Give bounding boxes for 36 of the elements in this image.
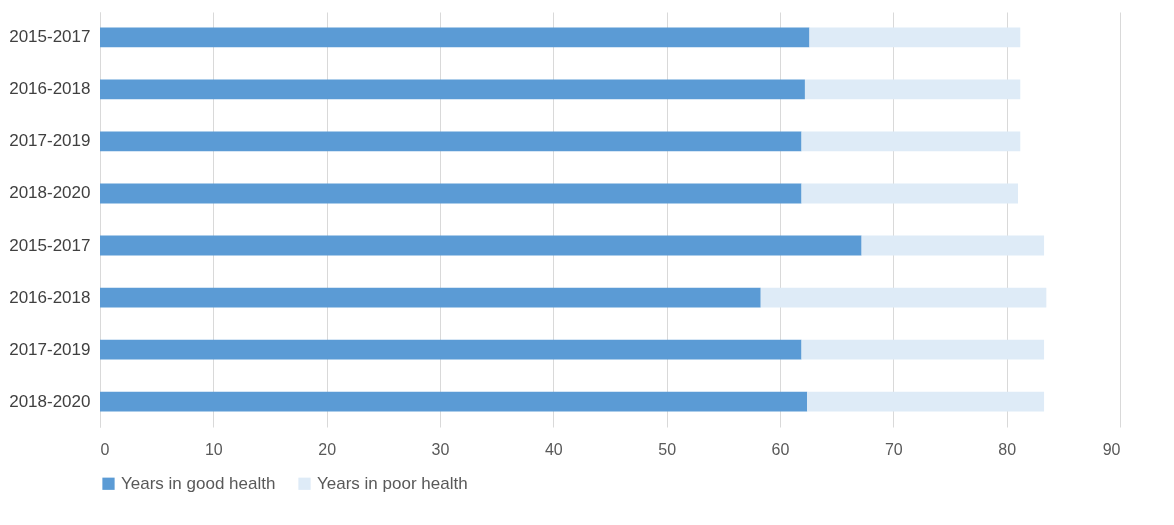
y-tick-label: 2017-2019 (9, 131, 91, 151)
y-tick-label: 2015-2017 (9, 235, 91, 255)
y-tick-label: 2017-2019 (9, 339, 91, 359)
x-tick-label: 50 (658, 440, 677, 458)
y-tick-label: 2016-2018 (9, 79, 91, 99)
x-tick-label: 70 (884, 440, 903, 458)
bar (100, 235, 862, 256)
bar (801, 183, 1018, 204)
bar (804, 79, 1021, 100)
bar (760, 287, 1047, 308)
legend-label: Years in poor health (317, 473, 468, 493)
bar (100, 27, 810, 48)
bar (100, 391, 808, 412)
legend-label: Years in good health (121, 473, 276, 493)
x-tick-label: 90 (1102, 440, 1121, 458)
bar (801, 131, 1021, 152)
bar (100, 183, 802, 204)
y-tick-label: 2018-2020 (9, 183, 91, 203)
x-tick-label: 60 (771, 440, 790, 458)
bar (807, 391, 1045, 412)
y-tick-label: 2015-2017 (9, 27, 91, 47)
x-tick-label: 40 (544, 440, 563, 458)
x-tick-label: 30 (431, 440, 450, 458)
x-tick-label: 20 (318, 440, 337, 458)
bar (100, 287, 761, 308)
bar (801, 339, 1045, 360)
bar (861, 235, 1045, 256)
bar (100, 131, 802, 152)
bar (100, 79, 805, 100)
y-tick-label: 2018-2020 (9, 391, 91, 411)
bar (100, 339, 802, 360)
bar (809, 27, 1021, 48)
x-tick-label: 10 (204, 440, 223, 458)
y-tick-label: 2016-2018 (9, 287, 91, 307)
x-tick-label: 80 (998, 440, 1017, 458)
x-tick-label: 0 (100, 440, 110, 458)
